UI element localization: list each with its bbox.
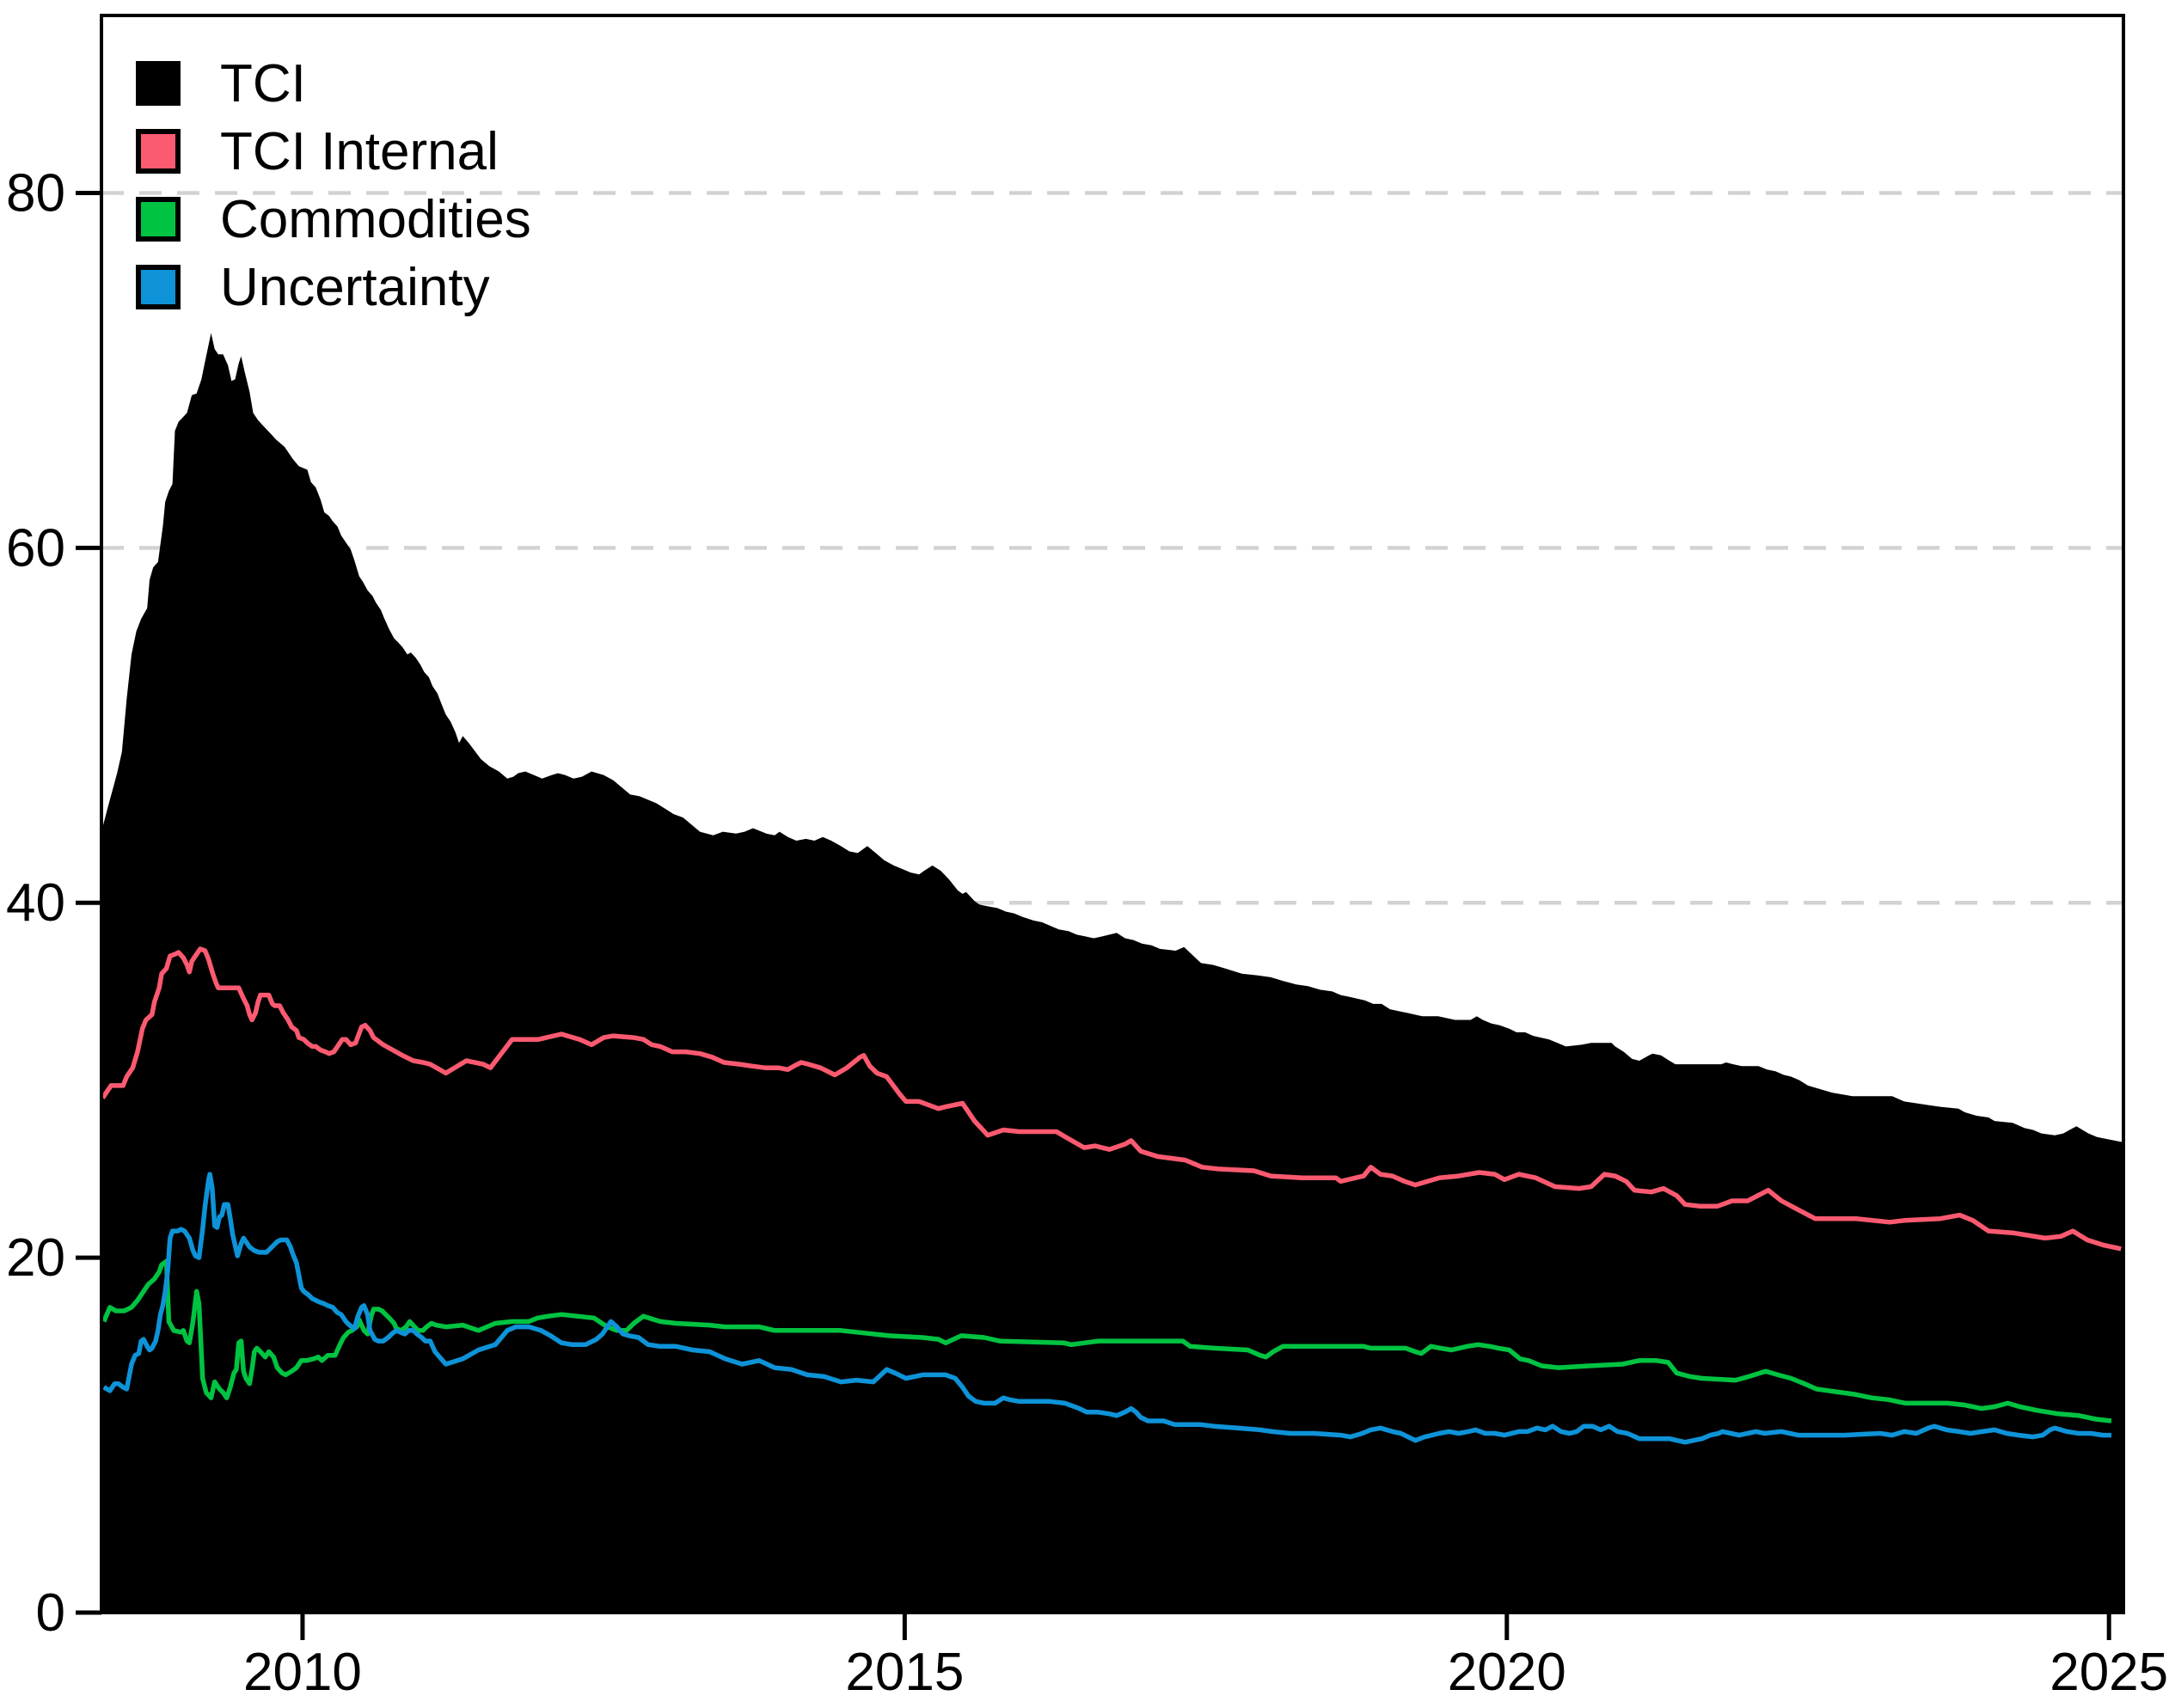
line-2 (101, 1258, 2112, 1423)
plot-frame (100, 14, 2125, 1614)
y-tick-label: 20 (6, 1228, 65, 1288)
legend-label: Uncertainty (220, 258, 490, 317)
y-tick-label: 60 (6, 518, 65, 578)
x-tick-label: 2025 (2050, 1643, 2168, 1702)
legend-label: Commodities (220, 190, 531, 249)
legend-label: TCI (220, 54, 306, 113)
series-lines (101, 946, 2122, 1445)
legend-swatch (136, 61, 181, 106)
line-1 (101, 946, 2122, 1252)
plot-border (100, 14, 2125, 1614)
y-tick-label: 40 (6, 873, 65, 933)
line-3 (102, 1172, 2111, 1445)
legend-item-uncertainty: Uncertainty (136, 258, 490, 317)
axis-ticks (76, 190, 2111, 1640)
y-tick-label: 0 (36, 1583, 65, 1643)
x-tick-label: 2020 (1448, 1643, 1566, 1702)
legend-item-commodities: Commodities (136, 190, 531, 249)
legend-swatch (136, 265, 181, 309)
legend-item-tci-internal: TCI Internal (136, 122, 499, 181)
legend-swatch (136, 129, 181, 174)
x-tick-label: 2010 (243, 1643, 362, 1702)
tci-area (101, 333, 2123, 1613)
axis-labels: 0 20 40 60 80 2010 2015 2020 2025 (6, 163, 2168, 1702)
legend: TCI TCI Internal Commodities Uncertainty (136, 54, 531, 317)
y-tick-label: 80 (6, 163, 65, 223)
legend-swatch (136, 197, 181, 242)
area-0 (101, 333, 2123, 1613)
legend-label: TCI Internal (220, 122, 499, 181)
legend-item-tci: TCI (136, 54, 306, 113)
x-tick-label: 2015 (845, 1643, 964, 1702)
